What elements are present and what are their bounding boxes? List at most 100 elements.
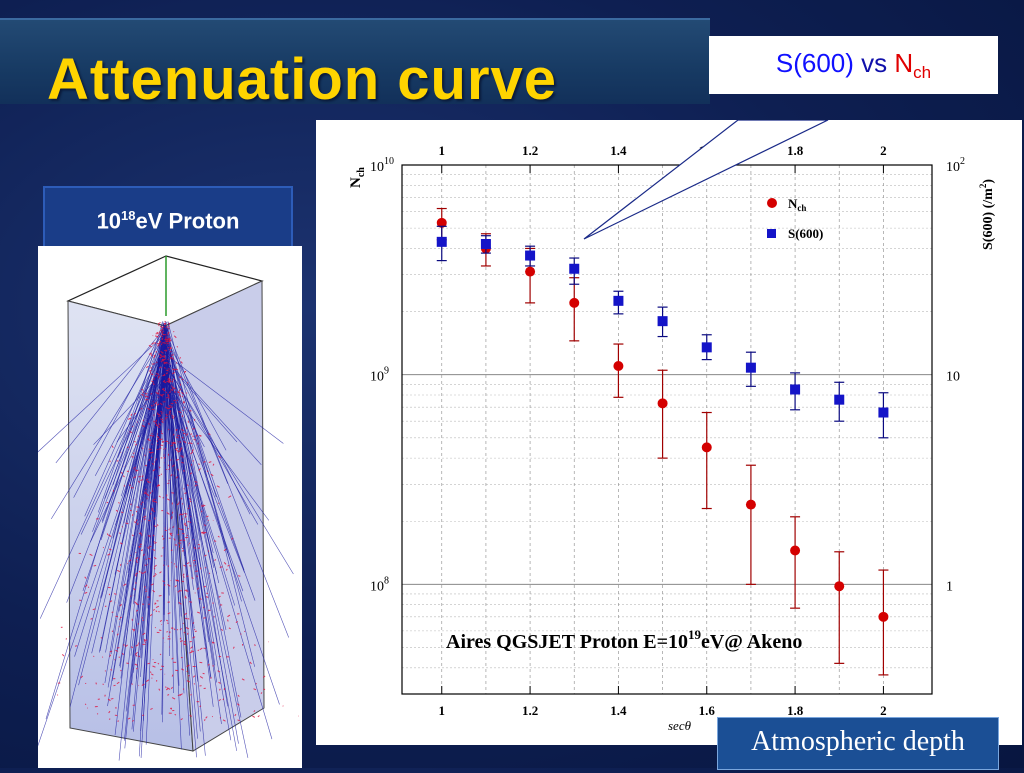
s600-point: [878, 408, 888, 418]
shower-particle: [155, 627, 156, 628]
shower-particle: [173, 400, 175, 401]
shower-particle: [151, 457, 152, 458]
shower-particle: [75, 646, 77, 647]
shower-particle: [121, 670, 122, 671]
shower-particle: [175, 714, 176, 715]
s600-point: [658, 316, 668, 326]
shower-particle: [139, 547, 140, 548]
shower-particle: [131, 504, 132, 506]
shower-particle: [159, 367, 161, 368]
shower-particle: [184, 493, 186, 494]
shower-particle: [186, 392, 187, 393]
shower-particle: [111, 669, 112, 671]
nch-point: [658, 398, 668, 408]
shower-particle: [201, 511, 202, 513]
shower-particle: [152, 409, 155, 410]
shower-particle: [158, 663, 159, 664]
shower-particle: [134, 441, 136, 442]
shower-particle: [142, 448, 143, 450]
y-left-tick-label: 109: [370, 366, 389, 385]
s600-point: [834, 395, 844, 405]
s600-point: [481, 239, 491, 249]
y-left-tick-label: 108: [370, 575, 389, 594]
y-left-tick-label: 1010: [370, 156, 394, 175]
shower-particle: [85, 704, 86, 705]
shower-particle: [258, 715, 260, 716]
shower-particle: [187, 671, 188, 672]
shower-particle: [108, 699, 109, 700]
legend-marker-nch: [767, 198, 777, 208]
shower-particle: [162, 547, 163, 548]
shower-particle: [172, 381, 173, 383]
shower-particle: [283, 706, 284, 707]
shower-particle: [166, 631, 167, 632]
nch-point: [525, 267, 535, 277]
shower-particle: [124, 485, 125, 486]
shower-particle: [122, 527, 123, 528]
shower-particle: [144, 455, 145, 456]
shower-particle: [191, 433, 192, 435]
shower-particle: [170, 460, 172, 461]
shower-particle: [112, 612, 114, 613]
shower-particle: [62, 654, 64, 656]
shower-particle: [227, 620, 228, 622]
shower-particle: [255, 644, 256, 646]
shower-particle: [191, 651, 194, 652]
shower-particle: [144, 493, 147, 494]
shower-particle: [158, 322, 161, 324]
s600-point: [790, 384, 800, 394]
shower-particle: [219, 689, 220, 691]
callout-text: S(600) vs Nch: [709, 48, 998, 83]
shower-particle: [177, 346, 178, 347]
shower-particle: [184, 371, 186, 372]
depth-label-box: Atmospheric depth: [717, 717, 999, 770]
x-top-tick-label: 1.8: [787, 143, 804, 158]
y-right-axis-label: S(600) (/m2): [978, 179, 996, 250]
shower-particle: [66, 638, 67, 639]
shower-particle: [109, 719, 110, 720]
shower-particle: [174, 369, 176, 370]
shower-particle: [145, 565, 147, 566]
callout-s600: S(600): [776, 48, 854, 78]
shower-image-panel: [38, 246, 302, 768]
shower-particle: [169, 468, 170, 469]
shower-particle: [153, 379, 155, 380]
s600-point: [702, 342, 712, 352]
shower-particle: [193, 460, 194, 461]
x-top-tick-label: 1.2: [522, 143, 538, 158]
shower-particle: [177, 629, 178, 630]
shower-particle: [169, 392, 171, 393]
s600-point: [613, 296, 623, 306]
shower-particle: [138, 436, 139, 437]
shower-particle: [171, 386, 172, 387]
shower-particle: [143, 420, 144, 421]
shower-particle: [141, 408, 143, 409]
x-top-tick-label: 2: [880, 143, 887, 158]
shower-particle: [141, 535, 142, 536]
callout-nch: Nch: [894, 48, 931, 78]
shower-particle: [190, 522, 191, 523]
shower-particle: [113, 685, 115, 686]
y-left-axis-label: Nch: [348, 167, 367, 188]
shower-particle: [149, 423, 150, 425]
shower-particle: [189, 505, 190, 506]
shower-particle: [96, 683, 97, 685]
s600-point: [525, 251, 535, 261]
shower-particle: [165, 448, 166, 449]
x-axis-label: secθ: [668, 718, 692, 733]
s600-point: [437, 237, 447, 247]
s600-point: [569, 264, 579, 274]
callout-box: S(600) vs Nch: [709, 36, 998, 94]
shower-particle: [151, 393, 153, 394]
shower-particle: [93, 656, 94, 657]
depth-label: Atmospheric depth: [718, 726, 998, 758]
nch-point: [746, 500, 756, 510]
shower-particle: [189, 602, 192, 603]
shower-particle: [151, 374, 154, 375]
shower-particle: [168, 359, 169, 360]
shower-particle: [109, 549, 111, 550]
shower-particle: [201, 506, 204, 507]
shower-particle: [164, 350, 166, 351]
nch-point: [790, 546, 800, 556]
shower-particle: [164, 368, 165, 369]
